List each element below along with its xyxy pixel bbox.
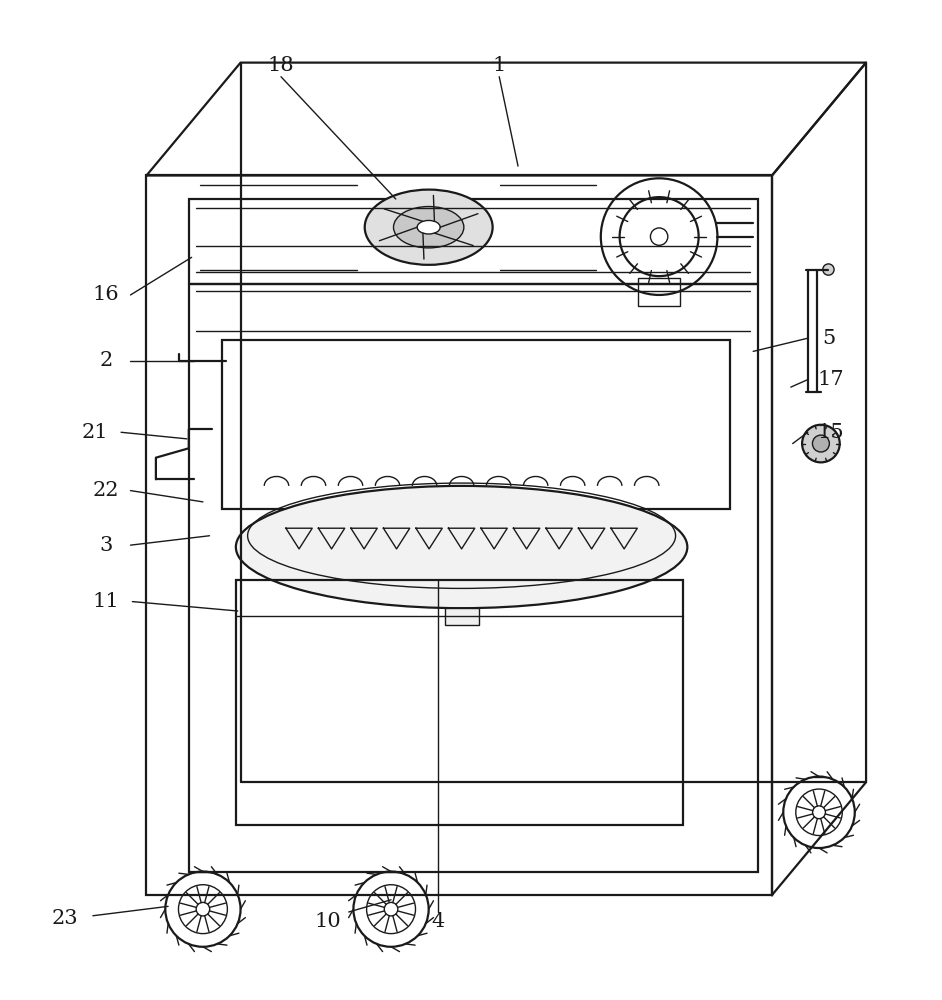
Text: 21: 21 [81, 423, 108, 442]
Text: 18: 18 [268, 56, 294, 75]
Ellipse shape [365, 190, 493, 265]
Bar [236, 580, 683, 825]
Bar [188, 199, 758, 872]
Text: 23: 23 [52, 909, 78, 928]
Text: 11: 11 [92, 592, 120, 611]
Circle shape [384, 902, 398, 916]
Bar [445, 608, 479, 625]
Bar [221, 340, 730, 509]
Circle shape [650, 228, 668, 245]
Text: 15: 15 [817, 423, 844, 442]
Circle shape [802, 425, 839, 462]
Ellipse shape [394, 207, 463, 248]
Ellipse shape [417, 220, 440, 234]
Text: 2: 2 [100, 351, 113, 370]
Text: 22: 22 [93, 481, 120, 500]
Circle shape [812, 435, 829, 452]
Text: 17: 17 [817, 370, 844, 389]
Text: 10: 10 [315, 912, 341, 931]
Text: 4: 4 [431, 912, 445, 931]
Circle shape [196, 902, 210, 916]
Circle shape [813, 806, 825, 819]
Text: 5: 5 [821, 329, 835, 348]
Bar [147, 175, 772, 895]
Ellipse shape [236, 486, 688, 608]
Text: 1: 1 [493, 56, 506, 75]
Bar [639, 278, 680, 306]
Text: 16: 16 [92, 285, 120, 304]
Text: 3: 3 [99, 536, 113, 555]
Circle shape [822, 264, 834, 275]
